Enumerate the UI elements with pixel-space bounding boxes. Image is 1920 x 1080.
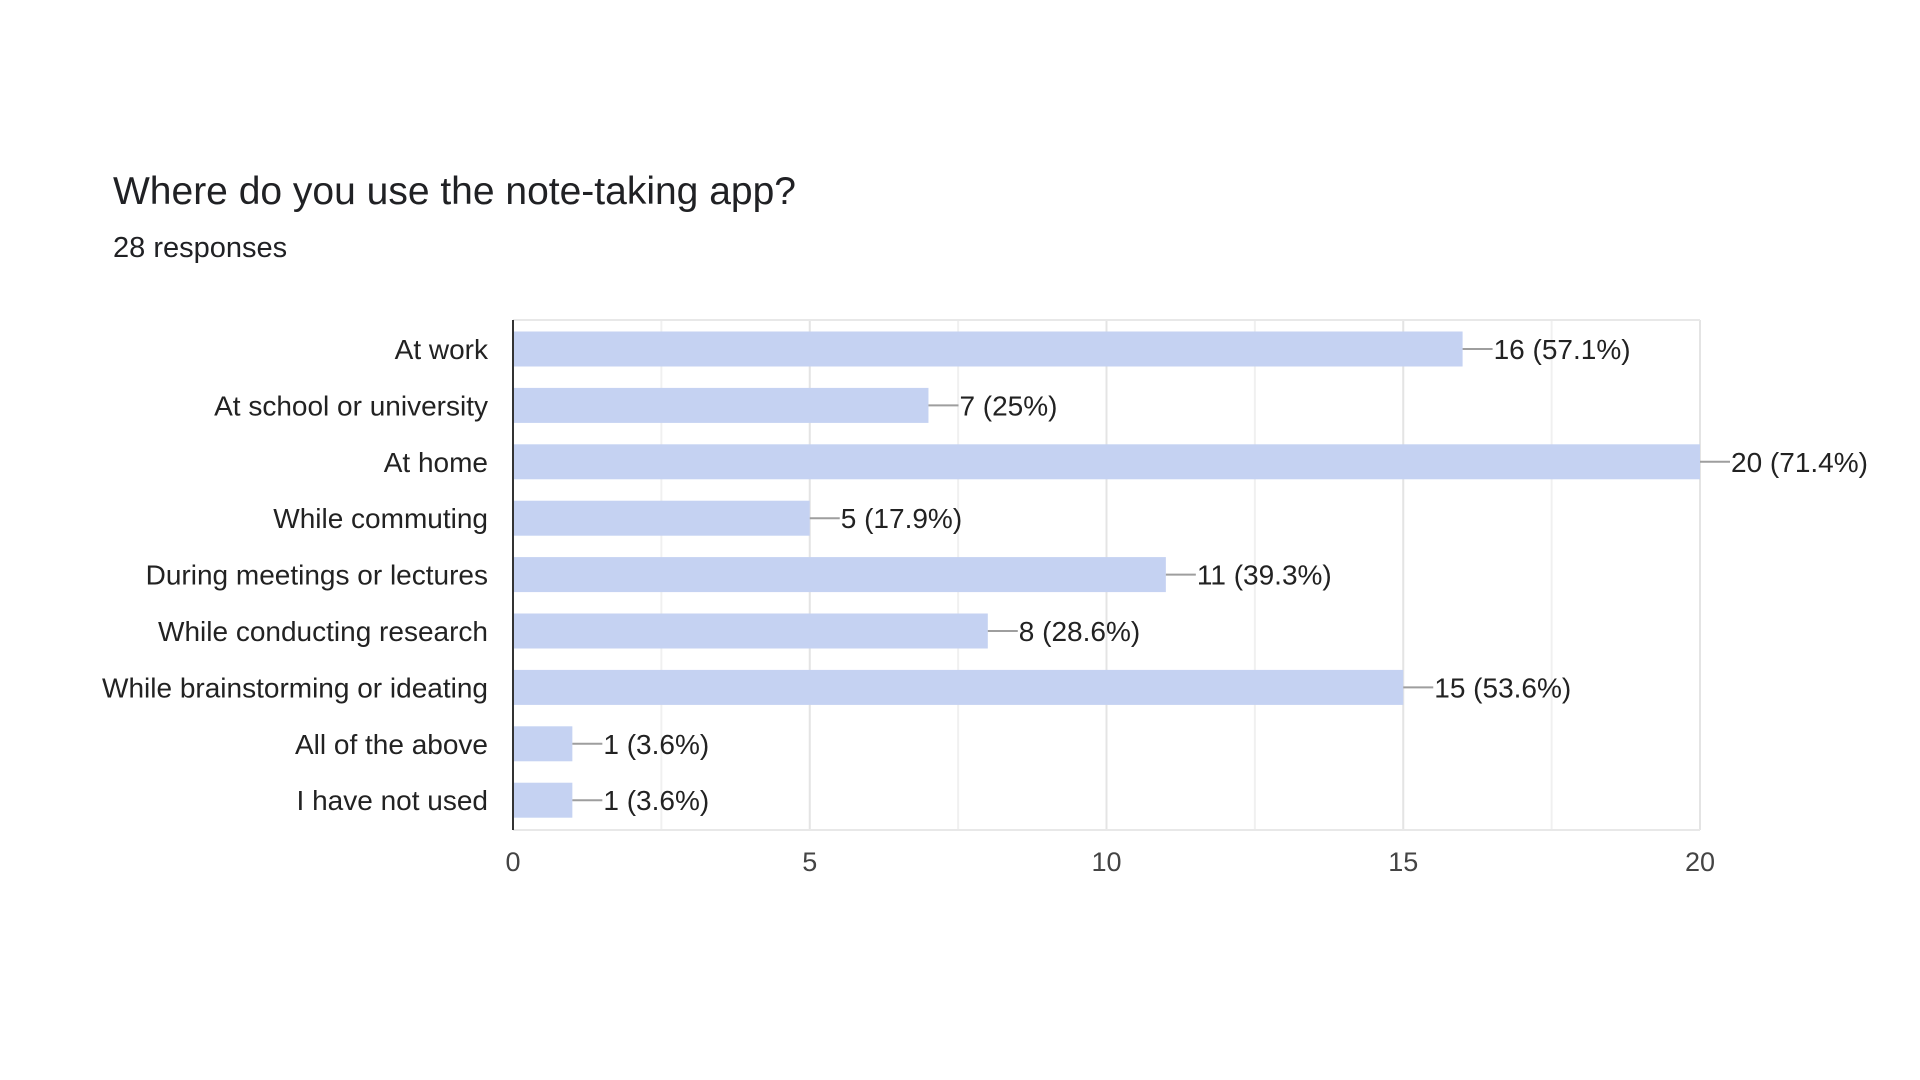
x-tick-label: 5 — [802, 847, 817, 877]
data-label: 1 (3.6%) — [603, 729, 709, 760]
category-label: At home — [384, 447, 488, 478]
data-label: 15 (53.6%) — [1434, 672, 1571, 703]
x-tick-label: 20 — [1685, 847, 1715, 877]
data-label: 1 (3.6%) — [603, 785, 709, 816]
bar — [513, 782, 573, 818]
bar — [513, 613, 988, 649]
labels: 16 (57.1%) At work 7 (25%) At school or uni… — [102, 320, 1868, 877]
bar — [513, 387, 929, 423]
data-label: 20 (71.4%) — [1731, 447, 1868, 478]
data-label: 11 (39.3%) — [1197, 560, 1332, 591]
bar — [513, 557, 1166, 593]
x-tick-label: 10 — [1091, 847, 1121, 877]
category-label: During meetings or lectures — [146, 560, 488, 591]
data-label: 16 (57.1%) — [1494, 334, 1631, 365]
x-tick-label: 0 — [505, 847, 520, 877]
category-label: While brainstorming or ideating — [102, 672, 488, 703]
x-tick-label: 15 — [1388, 847, 1418, 877]
data-label: 7 (25%) — [959, 390, 1057, 421]
bar — [513, 669, 1404, 705]
gridlines — [512, 319, 1701, 831]
bar — [513, 444, 1700, 480]
category-label: While commuting — [273, 503, 488, 534]
bar — [513, 331, 1463, 367]
bar — [513, 726, 573, 762]
response-count: 28 responses — [113, 232, 288, 264]
category-label: I have not used — [297, 785, 488, 816]
category-label: At work — [395, 334, 489, 365]
data-label: 8 (28.6%) — [1019, 616, 1140, 647]
chart-title: Where do you use the note-taking app? — [113, 170, 796, 213]
category-label: At school or university — [214, 390, 488, 421]
bar — [513, 500, 810, 536]
bars — [513, 331, 1700, 818]
category-label: All of the above — [295, 729, 488, 760]
data-label: 5 (17.9%) — [841, 503, 962, 534]
category-label: While conducting research — [158, 616, 488, 647]
